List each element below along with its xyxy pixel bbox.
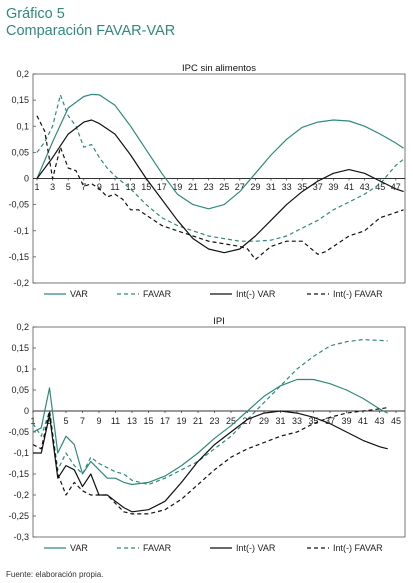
ipi-x-tick-label: 41 xyxy=(358,416,368,426)
figure-heading: Gráfico 5 xyxy=(6,6,65,22)
ipc-legend-label-favar: FAVAR xyxy=(143,289,172,299)
ipi-y-tick-label: -0,15 xyxy=(8,469,29,479)
ipi-x-tick-label: 9 xyxy=(96,416,101,426)
ipi-y-tick-label: -0,2 xyxy=(13,490,29,500)
ipc-x-tick-label: 25 xyxy=(219,182,229,192)
ipc-y-tick-label: 0 xyxy=(24,174,29,184)
ipc-y-tick-label: -0,15 xyxy=(8,252,29,262)
ipc-series-var xyxy=(36,93,404,210)
ipi-x-tick-label: 1 xyxy=(30,416,35,426)
ipc-x-tick-label: 43 xyxy=(360,182,370,192)
ipc-x-tick-label: 17 xyxy=(157,182,167,192)
ipc-y-tick-label: 0,05 xyxy=(11,147,29,157)
ipi-x-tick-label: 17 xyxy=(160,416,170,426)
ipi-x-tick-label: 3 xyxy=(47,416,52,426)
ipi-y-tick-label: -0,3 xyxy=(13,532,29,542)
ipc-x-tick-label: 7 xyxy=(81,182,86,192)
ipi-plot-frame xyxy=(32,326,406,538)
ipi-x-tick-label: 15 xyxy=(143,416,153,426)
ipi-x-tick-label: 43 xyxy=(374,416,384,426)
ipi-legend-label-var: VAR xyxy=(70,543,88,553)
ipc-legend-label-int-var: Int(-) VAR xyxy=(236,289,276,299)
ipc-x-tick-label: 27 xyxy=(235,182,245,192)
ipi-series-int-favar xyxy=(32,407,388,515)
ipi-x-tick-label: 11 xyxy=(111,416,120,426)
ipi-x-tick-label: 31 xyxy=(275,416,285,426)
ipi-x-tick-label: 23 xyxy=(209,416,219,426)
ipc-legend-label-var: VAR xyxy=(70,289,88,299)
ipi-y-tick-label: -0,05 xyxy=(8,427,29,437)
ipc-x-tick-label: 13 xyxy=(126,182,136,192)
ipc-y-tick-label: -0,05 xyxy=(8,200,29,210)
ipi-x-tick-label: 39 xyxy=(341,416,351,426)
ipi-x-tick-label: 25 xyxy=(226,416,236,426)
ipc-x-tick-label: 9 xyxy=(97,182,102,192)
ipi-y-tick-label: 0,2 xyxy=(16,322,29,332)
ipi-x-tick-label: 19 xyxy=(176,416,186,426)
ipi-y-tick-label: 0 xyxy=(24,406,29,416)
ipi-x-tick-label: 27 xyxy=(242,416,252,426)
ipc-x-tick-label: 31 xyxy=(266,182,276,192)
source-note: Fuente: elaboración propia. xyxy=(6,570,104,579)
ipi-x-tick-label: 37 xyxy=(325,416,335,426)
ipc-series-int-favar xyxy=(36,115,404,261)
ipc-series-favar xyxy=(36,94,404,242)
ipi-legend-label-int-favar: Int(-) FAVAR xyxy=(333,543,383,553)
ipi-y-tick-label: -0,25 xyxy=(8,511,29,521)
ipi-series-var xyxy=(32,378,388,486)
ipc-x-tick-label: 45 xyxy=(375,182,385,192)
ipc-x-tick-label: 5 xyxy=(66,182,71,192)
ipi-x-tick-label: 29 xyxy=(259,416,269,426)
ipi-y-tick-label: -0,1 xyxy=(13,448,29,458)
ipc-x-tick-label: 15 xyxy=(141,182,151,192)
ipi-legend-label-favar: FAVAR xyxy=(143,543,172,553)
ipc-y-tick-label: -0,1 xyxy=(13,226,29,236)
ipc-x-tick-label: 35 xyxy=(297,182,307,192)
ipc-x-tick-label: 37 xyxy=(313,182,323,192)
ipi-chart-title: IPI xyxy=(213,316,225,327)
ipi-y-tick-label: 0,05 xyxy=(11,385,29,395)
ipi-x-tick-label: 33 xyxy=(292,416,302,426)
ipc-x-tick-label: 41 xyxy=(344,182,354,192)
ipi-x-tick-label: 5 xyxy=(63,416,68,426)
ipi-x-tick-label: 13 xyxy=(127,416,137,426)
ipi-x-tick-label: 21 xyxy=(193,416,203,426)
ipc-legend-label-int-favar: Int(-) FAVAR xyxy=(333,289,383,299)
ipc-x-tick-label: 19 xyxy=(172,182,182,192)
ipc-series-int-var xyxy=(36,119,404,254)
ipc-x-tick-label: 39 xyxy=(328,182,338,192)
ipi-legend-label-int-var: Int(-) VAR xyxy=(236,543,276,553)
ipc-x-tick-label: 1 xyxy=(34,182,39,192)
ipc-y-tick-label: 0,2 xyxy=(16,69,29,79)
ipi-x-tick-label: 45 xyxy=(391,416,401,426)
ipc-x-tick-label: 3 xyxy=(50,182,55,192)
ipc-y-tick-label: 0,1 xyxy=(16,121,29,131)
ipi-series-favar xyxy=(32,339,388,486)
ipc-y-tick-label: -0,2 xyxy=(13,278,29,288)
ipi-x-tick-label: 35 xyxy=(308,416,318,426)
ipi-series-int-var xyxy=(33,410,388,513)
ipc-y-tick-label: 0,15 xyxy=(11,95,29,105)
ipc-x-tick-label: 29 xyxy=(250,182,260,192)
ipc-x-tick-label: 23 xyxy=(204,182,214,192)
figure-subheading: Comparación FAVAR-VAR xyxy=(6,23,176,39)
ipc-chart: 0,20,150,10,050-0,05-0,1-0,15-0,21 3 5 7 9 11… xyxy=(8,63,406,299)
ipc-chart-title: IPC sin alimentos xyxy=(182,63,256,74)
ipc-x-tick-label: 11 xyxy=(110,182,119,192)
ipi-chart: 0,2 0,15 0,1 0,05 0 -0,05 -0,1 -0,15 -0,2 -0,25 -0… xyxy=(8,316,406,553)
ipc-x-tick-label: 33 xyxy=(282,182,292,192)
ipc-x-tick-label: 21 xyxy=(188,182,198,192)
ipc-x-tick-label: 47 xyxy=(391,182,401,192)
ipi-y-tick-label: 0,15 xyxy=(11,343,29,353)
ipi-x-tick-label: 7 xyxy=(80,416,85,426)
ipi-y-tick-label: 0,1 xyxy=(16,364,29,374)
